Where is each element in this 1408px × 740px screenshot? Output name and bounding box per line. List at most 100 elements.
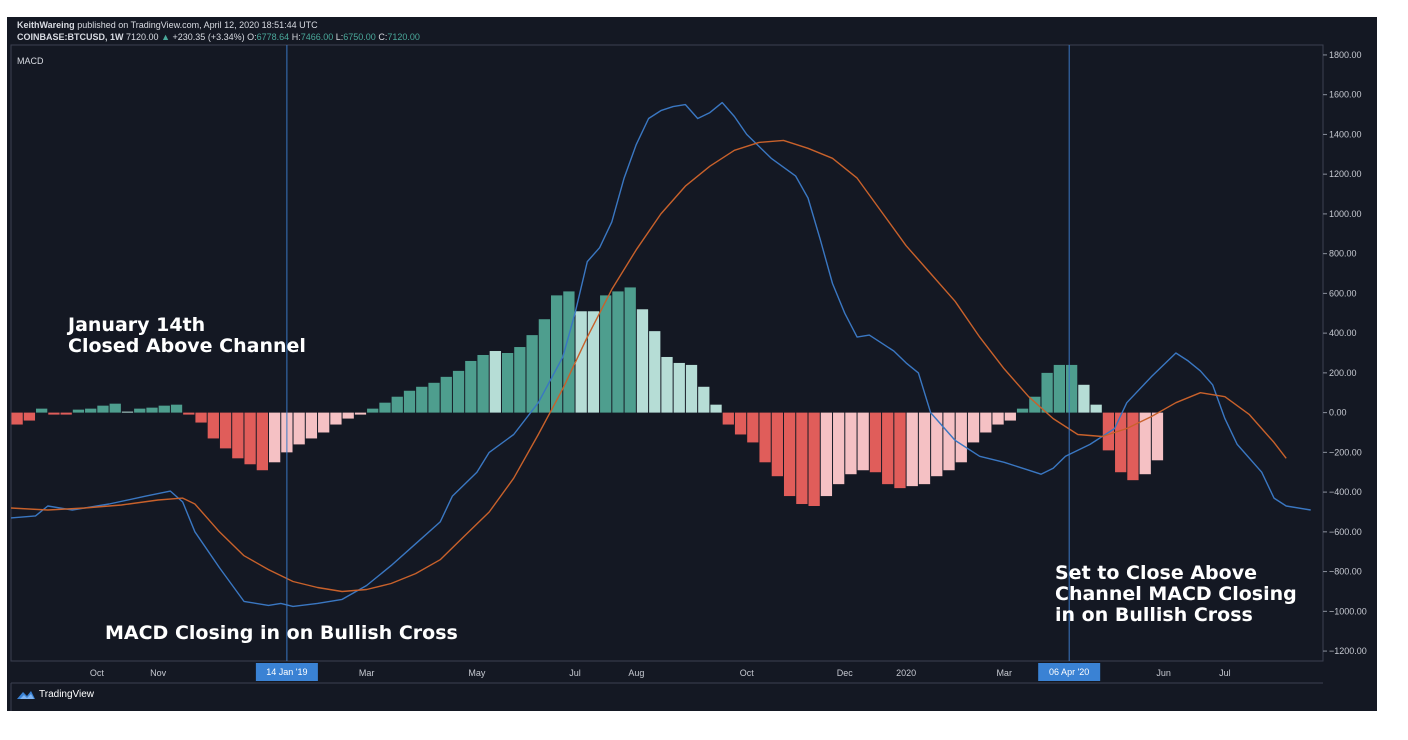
- signal-line[interactable]: [10, 139, 1287, 593]
- histogram-bar[interactable]: [600, 295, 612, 413]
- histogram-bar[interactable]: [771, 412, 783, 477]
- histogram-bar[interactable]: [857, 412, 869, 471]
- histogram-bar[interactable]: [1065, 364, 1078, 413]
- histogram-bar[interactable]: [869, 412, 882, 473]
- histogram-bar[interactable]: [501, 353, 514, 413]
- histogram-bar[interactable]: [722, 412, 734, 425]
- histogram-bar[interactable]: [551, 295, 563, 413]
- histogram-bar[interactable]: [710, 404, 722, 413]
- histogram-bar[interactable]: [649, 331, 661, 413]
- histogram-bar[interactable]: [134, 408, 146, 413]
- histogram-bar[interactable]: [379, 402, 391, 413]
- histogram-bar[interactable]: [636, 309, 649, 413]
- histogram-bar[interactable]: [440, 376, 452, 413]
- histogram-bar[interactable]: [906, 412, 918, 487]
- histogram-bar[interactable]: [244, 412, 256, 465]
- histogram-bar[interactable]: [36, 408, 48, 413]
- histogram-bar[interactable]: [1127, 412, 1139, 481]
- histogram-bar[interactable]: [1041, 372, 1053, 413]
- histogram-bar[interactable]: [759, 412, 771, 463]
- histogram-bar[interactable]: [1078, 384, 1090, 413]
- histogram-bar[interactable]: [943, 412, 955, 471]
- histogram-bar[interactable]: [1004, 412, 1016, 421]
- histogram-bar[interactable]: [195, 412, 207, 423]
- low-label: L:: [335, 32, 344, 42]
- histogram-bar[interactable]: [833, 412, 845, 485]
- histogram-bar[interactable]: [918, 412, 931, 485]
- histogram-bar[interactable]: [72, 409, 85, 413]
- histogram-bar[interactable]: [318, 412, 330, 433]
- histogram-bar[interactable]: [207, 412, 219, 439]
- histogram-bar[interactable]: [698, 386, 710, 413]
- histogram-bar[interactable]: [452, 370, 465, 413]
- author-name[interactable]: KeithWareing: [17, 20, 75, 30]
- histogram-bar[interactable]: [661, 356, 673, 413]
- histogram-bar[interactable]: [268, 412, 281, 463]
- macd-line[interactable]: [10, 101, 1311, 608]
- histogram-bar[interactable]: [1053, 364, 1066, 413]
- histogram-bar[interactable]: [624, 287, 636, 413]
- histogram-bar[interactable]: [1151, 412, 1164, 461]
- histogram-bar[interactable]: [489, 351, 501, 413]
- histogram-bar[interactable]: [526, 335, 538, 413]
- histogram-bar[interactable]: [85, 408, 97, 413]
- histogram-bar[interactable]: [146, 407, 158, 413]
- histogram-bar[interactable]: [882, 412, 894, 485]
- histogram-bar[interactable]: [477, 354, 489, 413]
- histogram-bar[interactable]: [734, 412, 747, 435]
- histogram-bar[interactable]: [845, 412, 857, 475]
- histogram-bar[interactable]: [170, 404, 183, 413]
- histogram-bar[interactable]: [391, 396, 403, 413]
- histogram-bar[interactable]: [109, 403, 121, 413]
- histogram-bar[interactable]: [820, 412, 833, 497]
- histogram-bar[interactable]: [1115, 412, 1127, 473]
- histogram-bar[interactable]: [232, 412, 244, 459]
- histogram-bar[interactable]: [60, 412, 72, 415]
- histogram-bar[interactable]: [342, 412, 354, 419]
- histogram-bar[interactable]: [931, 412, 943, 477]
- macd-chart[interactable]: MACD 1800.00 1600.00 1400.00 1200.00 1000.00 8…: [7, 17, 1377, 711]
- histogram-bar[interactable]: [538, 319, 551, 413]
- histogram-bar[interactable]: [158, 405, 170, 413]
- histogram-bar[interactable]: [1029, 396, 1041, 413]
- histogram-bar[interactable]: [955, 412, 967, 463]
- histogram-bar[interactable]: [808, 412, 820, 507]
- histogram-bar[interactable]: [465, 360, 477, 413]
- histogram-bar[interactable]: [1102, 412, 1115, 451]
- histogram-bar[interactable]: [354, 412, 367, 415]
- symbol-label[interactable]: COINBASE:BTCUSD, 1W: [17, 32, 124, 42]
- histogram-bar[interactable]: [97, 405, 109, 413]
- histogram-bar[interactable]: [293, 412, 305, 445]
- histogram-bar[interactable]: [11, 412, 23, 425]
- histogram-bar[interactable]: [403, 390, 416, 413]
- histogram-bar[interactable]: [1139, 412, 1151, 475]
- histogram-bar[interactable]: [967, 412, 980, 443]
- histogram-bar[interactable]: [48, 412, 60, 415]
- histogram-bar[interactable]: [1090, 404, 1102, 413]
- histogram-bar[interactable]: [367, 408, 379, 413]
- histogram-bar[interactable]: [783, 412, 796, 497]
- histogram-bar[interactable]: [183, 412, 195, 415]
- histogram-bar[interactable]: [612, 291, 624, 413]
- histogram-bar[interactable]: [305, 412, 318, 439]
- histogram-bar[interactable]: [121, 411, 134, 413]
- histogram-bar[interactable]: [514, 347, 526, 413]
- histogram-bar[interactable]: [796, 412, 808, 505]
- histogram-bar[interactable]: [1016, 408, 1029, 413]
- histogram-bar[interactable]: [685, 364, 698, 413]
- histogram-bar[interactable]: [23, 412, 36, 421]
- histogram-bar[interactable]: [894, 412, 906, 489]
- histogram-bar[interactable]: [747, 412, 759, 443]
- histogram-bar[interactable]: [587, 311, 600, 413]
- histogram-bar[interactable]: [575, 311, 587, 413]
- tradingview-branding[interactable]: TradingView: [17, 689, 94, 700]
- histogram-bar[interactable]: [416, 386, 428, 413]
- histogram-bar[interactable]: [256, 412, 269, 471]
- histogram-bar[interactable]: [428, 382, 440, 413]
- histogram-bar[interactable]: [992, 412, 1004, 425]
- histogram-bar[interactable]: [219, 412, 232, 449]
- histogram-bar[interactable]: [330, 412, 342, 425]
- histogram-bar[interactable]: [980, 412, 992, 433]
- histogram-bar[interactable]: [673, 362, 685, 413]
- histogram-bar[interactable]: [563, 291, 575, 413]
